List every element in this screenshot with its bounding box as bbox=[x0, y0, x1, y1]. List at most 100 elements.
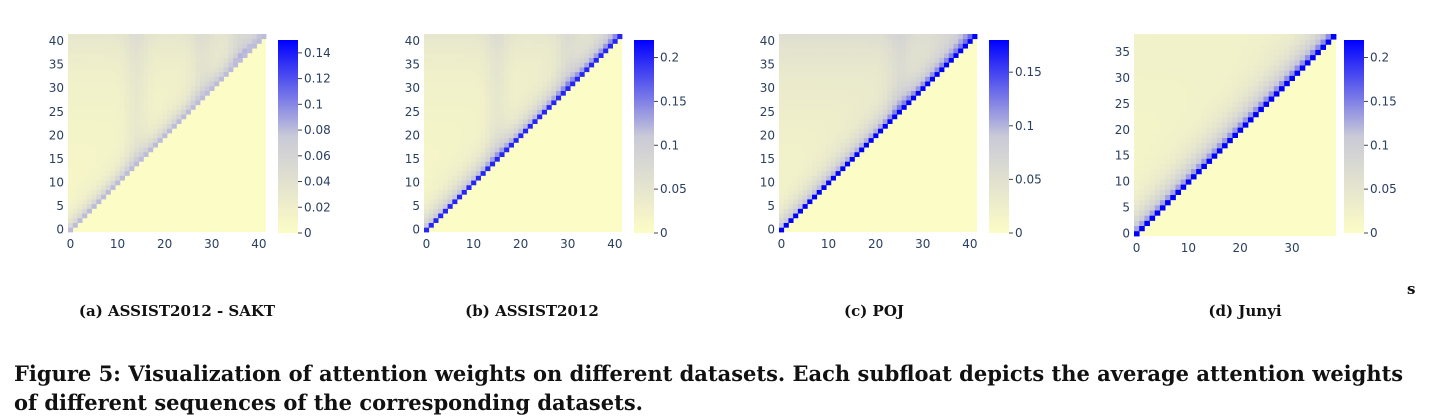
heatmap-cell bbox=[1222, 70, 1228, 76]
heatmap-cell bbox=[438, 170, 444, 176]
heatmap-cell bbox=[218, 34, 224, 40]
heatmap-cell bbox=[541, 57, 547, 63]
heatmap-cell bbox=[513, 100, 519, 106]
heatmap-cell bbox=[457, 62, 463, 68]
heatmap-cell bbox=[105, 34, 111, 40]
heatmap-cell bbox=[466, 48, 472, 54]
heatmap-cell bbox=[152, 52, 158, 58]
heatmap-cell bbox=[911, 90, 917, 96]
heatmap-cell bbox=[1139, 158, 1145, 164]
heatmap-cell bbox=[556, 38, 562, 44]
heatmap-cell bbox=[807, 170, 813, 176]
heatmap-cell bbox=[1227, 122, 1233, 128]
heatmap-cell bbox=[162, 95, 168, 101]
y-tick-label: 35 bbox=[760, 58, 775, 72]
heatmap-cell bbox=[1165, 142, 1171, 149]
heatmap-cell bbox=[209, 81, 215, 87]
heatmap-cell bbox=[96, 189, 102, 195]
heatmap-cell bbox=[204, 48, 210, 54]
heatmap-cell bbox=[1139, 210, 1145, 216]
heatmap-cell bbox=[849, 67, 855, 73]
heatmap-cell bbox=[1190, 173, 1197, 180]
heatmap-cell bbox=[424, 71, 430, 77]
heatmap-cell bbox=[1206, 90, 1213, 97]
heatmap-cell bbox=[882, 81, 888, 87]
heatmap-cell bbox=[86, 81, 92, 87]
heatmap-cell bbox=[494, 34, 500, 40]
heatmap-cell bbox=[119, 109, 125, 115]
heatmap-cell bbox=[1149, 59, 1156, 66]
heatmap-cell bbox=[1149, 168, 1156, 175]
heatmap-cell bbox=[499, 90, 505, 96]
heatmap-cell bbox=[1232, 75, 1238, 82]
heatmap-cell bbox=[124, 151, 130, 157]
heatmap-cell bbox=[532, 48, 538, 54]
heatmap-cell bbox=[86, 95, 92, 101]
heatmap-cell bbox=[508, 85, 514, 91]
heatmap-cell bbox=[129, 85, 135, 91]
heatmap-cell bbox=[1284, 44, 1290, 50]
heatmap-cell bbox=[906, 38, 912, 44]
heatmap-cell bbox=[854, 151, 860, 157]
heatmap-cell bbox=[452, 180, 458, 186]
heatmap-cell bbox=[793, 166, 799, 172]
heatmap-cell bbox=[1134, 137, 1140, 144]
heatmap-cell bbox=[878, 118, 884, 124]
stray-mark: s bbox=[1407, 280, 1416, 298]
heatmap-cell bbox=[228, 48, 234, 54]
heatmap-cell bbox=[1170, 49, 1176, 56]
heatmap-cell bbox=[1159, 122, 1166, 128]
heatmap-cell bbox=[1258, 49, 1264, 56]
heatmap-cell bbox=[1154, 106, 1161, 113]
heatmap-cell bbox=[129, 151, 135, 157]
heatmap-cell bbox=[1149, 75, 1156, 82]
heatmap-cell bbox=[171, 34, 177, 40]
heatmap-cell bbox=[162, 67, 168, 73]
heatmap-cell bbox=[242, 43, 248, 49]
heatmap-cell bbox=[143, 118, 149, 124]
heatmap-cell bbox=[537, 90, 543, 96]
heatmap-cell bbox=[830, 57, 836, 63]
heatmap-cell bbox=[816, 34, 822, 40]
heatmap-cell bbox=[779, 217, 785, 223]
heatmap-cell bbox=[589, 57, 595, 63]
heatmap-cell bbox=[176, 48, 182, 54]
heatmap-cell bbox=[1139, 137, 1145, 144]
heatmap-cell bbox=[816, 175, 822, 181]
heatmap-cell bbox=[452, 95, 458, 101]
heatmap-cell bbox=[537, 52, 543, 58]
heatmap-cell bbox=[214, 43, 220, 49]
heatmap-cell bbox=[452, 52, 458, 58]
heatmap-cell bbox=[77, 114, 83, 120]
heatmap-cell bbox=[1175, 127, 1182, 133]
heatmap-cell bbox=[1253, 106, 1259, 113]
heatmap-cell bbox=[185, 76, 191, 82]
heatmap-cell bbox=[854, 38, 860, 44]
heatmap-cell bbox=[143, 48, 149, 54]
heatmap-cell bbox=[82, 109, 88, 115]
heatmap-cell bbox=[490, 62, 496, 68]
heatmap-cell bbox=[1134, 132, 1140, 138]
heatmap-cell bbox=[603, 38, 609, 44]
heatmap-cell bbox=[181, 100, 187, 106]
heatmap-cell bbox=[830, 62, 836, 68]
heatmap-cell bbox=[826, 137, 832, 143]
heatmap-cell bbox=[452, 85, 458, 91]
heatmap-cell bbox=[1175, 59, 1182, 66]
heatmap-cell bbox=[830, 123, 836, 129]
heatmap-cell bbox=[802, 34, 808, 40]
heatmap-cell bbox=[499, 104, 505, 110]
heatmap-cell bbox=[1304, 49, 1311, 56]
heatmap-cell bbox=[1185, 147, 1192, 154]
heatmap-cell bbox=[892, 67, 898, 73]
heatmap-cell bbox=[1180, 75, 1187, 82]
heatmap-cell bbox=[214, 76, 220, 82]
heatmap-cell bbox=[797, 62, 803, 68]
heatmap-cell bbox=[105, 76, 111, 82]
heatmap-cell bbox=[1144, 204, 1150, 211]
heatmap-cell bbox=[840, 71, 846, 77]
heatmap-cell bbox=[821, 109, 827, 115]
heatmap-cell bbox=[812, 104, 818, 110]
heatmap-cell bbox=[1144, 75, 1150, 82]
heatmap-cell bbox=[797, 151, 803, 157]
